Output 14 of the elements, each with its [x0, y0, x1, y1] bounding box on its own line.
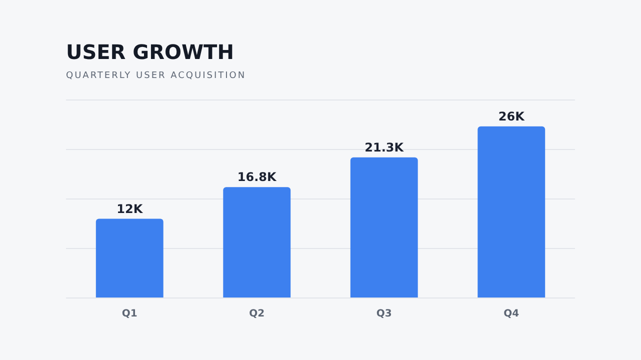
x-tick-label: Q2 [249, 308, 265, 320]
bar [478, 126, 546, 298]
x-tick-label: Q1 [122, 308, 138, 320]
data-label: 21.3K [364, 140, 404, 155]
bar [96, 218, 164, 298]
x-tick-label: Q3 [376, 308, 392, 320]
chart-subtitle: QUARTERLY USER ACQUISITION [66, 71, 246, 81]
data-label: 16.8K [237, 170, 278, 184]
chart-title: USER GROWTH [66, 40, 234, 64]
data-label: 12K [116, 202, 144, 216]
bar [350, 157, 418, 298]
bar [223, 187, 291, 298]
x-tick-label: Q4 [504, 308, 520, 320]
data-label: 26K [498, 110, 526, 124]
